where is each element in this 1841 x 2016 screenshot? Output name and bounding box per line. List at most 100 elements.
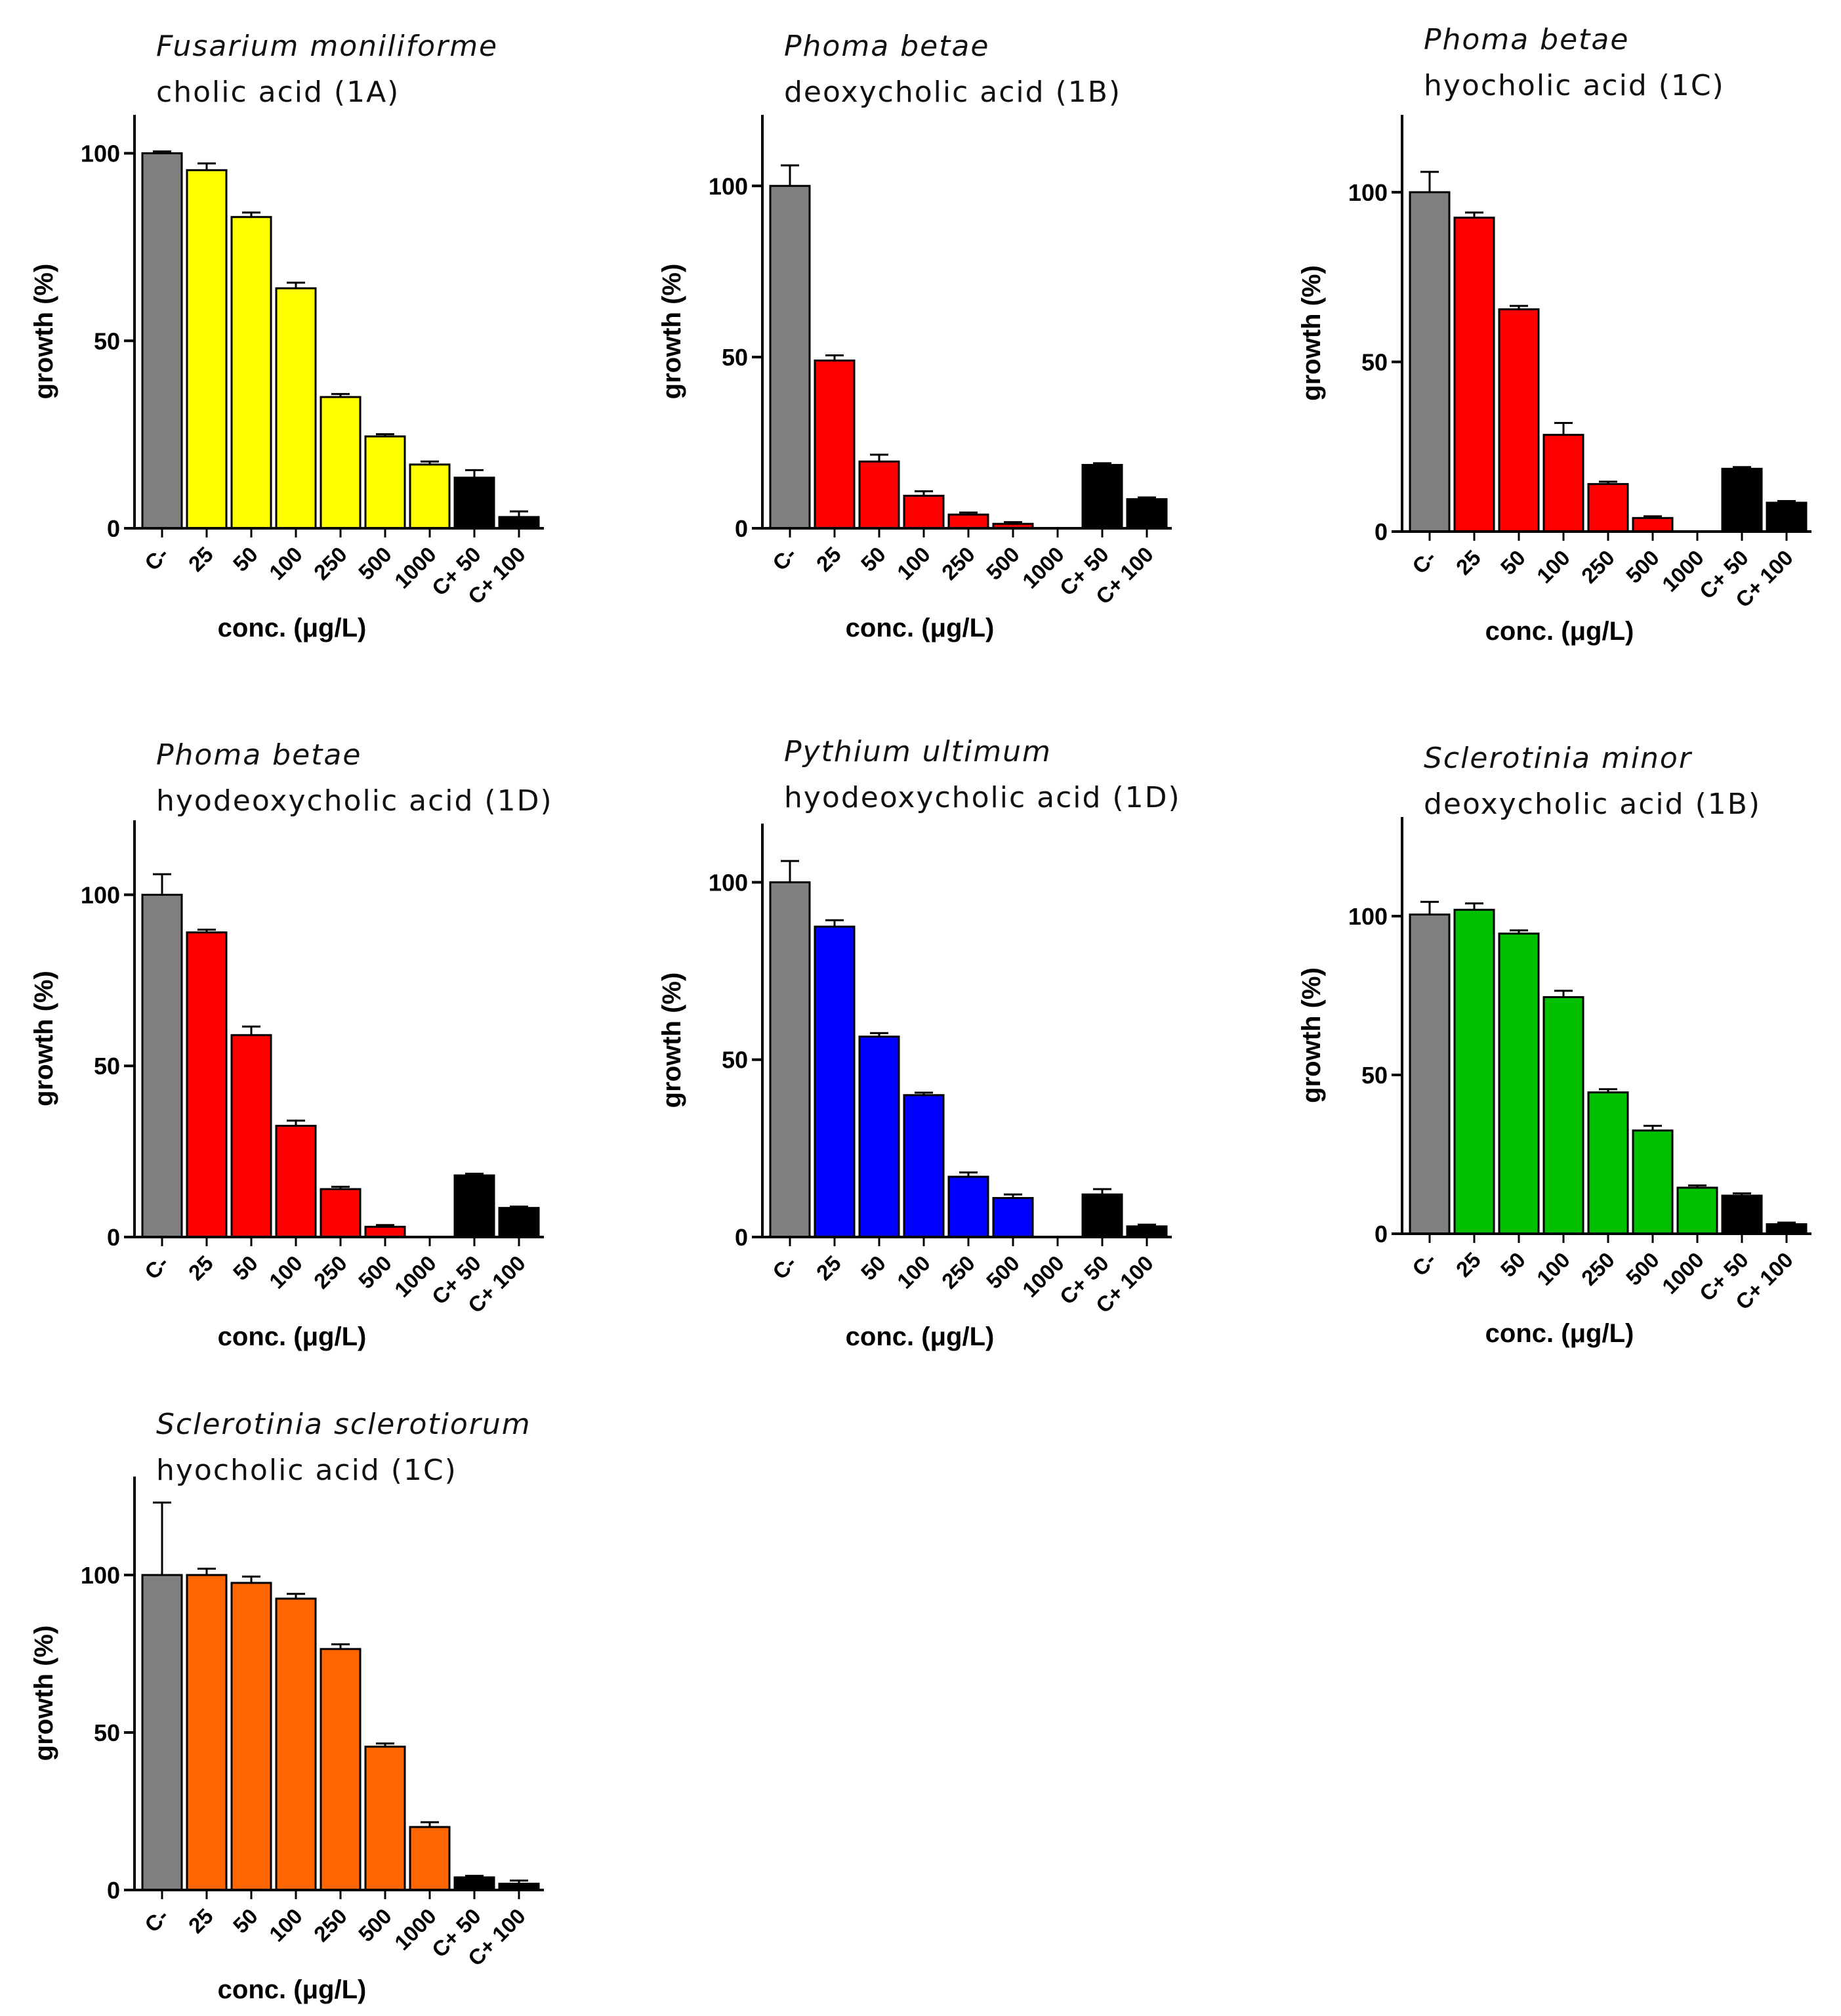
y-tick-label: 0 <box>1375 1221 1388 1248</box>
x-tick-label: C- <box>768 1251 801 1284</box>
y-tick-label: 50 <box>1361 1062 1388 1089</box>
bar-25 <box>186 1574 228 1891</box>
bar-250 <box>1587 483 1629 533</box>
chart-title-species: Fusarium moniliforme <box>156 30 498 63</box>
bar-50 <box>230 1582 272 1891</box>
y-axis-label: growth (%) <box>30 971 58 1106</box>
bar-500 <box>364 1225 406 1238</box>
x-tick-label: 50 <box>228 542 262 576</box>
x-tick-label: 100 <box>264 1251 307 1293</box>
chart-title-species: Sclerotinia minor <box>1424 742 1693 775</box>
chart-panel-6: Sclerotinia minor deoxycholic acid (1B) C-… <box>1297 742 1811 1348</box>
chart-title-species: Phoma betae <box>784 30 989 63</box>
x-tick-label: 500 <box>354 1251 396 1293</box>
bar-C+-50 <box>453 1174 495 1238</box>
x-tick-label: 500 <box>982 1251 1024 1293</box>
chart-title-species: Phoma betae <box>1424 23 1629 56</box>
y-tick-label: 100 <box>709 173 748 200</box>
x-tick-label: 50 <box>1496 1248 1530 1282</box>
x-tick-label: 500 <box>1621 1248 1664 1290</box>
x-tick-label: 25 <box>184 1251 218 1285</box>
bar-C+-100 <box>1126 1225 1168 1238</box>
bar-C+-100 <box>1766 501 1808 533</box>
x-axis-label: conc. (μg/L) <box>218 1322 367 1351</box>
bar-25 <box>814 925 856 1238</box>
bar-C- <box>1409 191 1451 533</box>
y-tick-label: 50 <box>94 1053 120 1080</box>
x-tick-label: 100 <box>1532 545 1575 588</box>
bar-50 <box>858 460 900 530</box>
y-tick-label: 100 <box>709 869 748 896</box>
x-tick-label: 25 <box>1451 545 1485 579</box>
chart-panel-7: Sclerotinia sclerotiorum hyocholic acid (… <box>30 1408 544 2004</box>
bar-C+-100 <box>1126 498 1168 530</box>
bar-100 <box>1542 434 1584 533</box>
bar-50 <box>1498 308 1540 533</box>
y-tick-label: 0 <box>1375 518 1388 545</box>
bar-250 <box>320 1648 362 1891</box>
bar-1000 <box>1676 1186 1718 1235</box>
bar-25 <box>186 931 228 1238</box>
x-tick-label: 250 <box>309 1251 352 1293</box>
y-tick-label: 0 <box>107 1877 120 1904</box>
x-tick-label: 25 <box>184 1904 218 1938</box>
chart-title-acid: hyodeoxycholic acid (1D) <box>784 781 1181 814</box>
x-tick-label: 500 <box>354 1904 396 1946</box>
x-tick-label: 250 <box>309 542 352 585</box>
chart-title-species: Sclerotinia sclerotiorum <box>156 1408 531 1441</box>
bar-25 <box>1453 908 1495 1235</box>
y-axis-label: growth (%) <box>30 1626 58 1761</box>
x-tick-label: 250 <box>1577 545 1619 588</box>
x-tick-label: 25 <box>812 542 846 576</box>
x-tick-label: 25 <box>1451 1248 1485 1282</box>
y-tick-label: 50 <box>94 327 120 354</box>
bar-C+-100 <box>498 516 540 530</box>
bar-100 <box>275 287 317 530</box>
x-tick-label: C- <box>140 1904 173 1937</box>
bar-50 <box>230 216 272 530</box>
bar-50 <box>230 1034 272 1238</box>
x-tick-label: 500 <box>1621 545 1664 588</box>
chart-title-acid: deoxycholic acid (1B) <box>784 75 1121 109</box>
x-tick-label: 100 <box>1532 1248 1575 1290</box>
x-axis-label: conc. (μg/L) <box>218 614 367 642</box>
y-tick-label: 50 <box>722 1047 748 1074</box>
y-axis-label: growth (%) <box>1297 265 1326 401</box>
x-axis-label: conc. (μg/L) <box>1485 1319 1634 1348</box>
y-tick-label: 50 <box>1361 348 1388 375</box>
bar-250 <box>1587 1091 1629 1235</box>
chart-title-species: Pythium ultimum <box>784 735 1052 768</box>
bar-50 <box>1498 933 1540 1235</box>
bar-25 <box>1453 217 1495 533</box>
bar-C+-50 <box>1721 467 1763 533</box>
bar-C- <box>141 893 183 1238</box>
x-tick-label: 500 <box>354 542 396 585</box>
x-tick-label: 100 <box>892 542 935 585</box>
x-tick-label: 250 <box>1577 1248 1619 1290</box>
x-tick-label: 100 <box>892 1251 935 1293</box>
y-tick-label: 100 <box>1348 903 1388 930</box>
chart-title-acid: deoxycholic acid (1B) <box>1424 788 1761 821</box>
y-tick-label: 0 <box>107 1224 120 1251</box>
bar-25 <box>186 169 228 530</box>
y-tick-label: 0 <box>735 1224 748 1251</box>
x-axis-label: conc. (μg/L) <box>846 614 995 642</box>
bar-50 <box>858 1036 900 1238</box>
x-tick-label: 25 <box>812 1251 846 1285</box>
y-axis-label: growth (%) <box>1297 967 1326 1103</box>
y-tick-label: 50 <box>722 344 748 371</box>
bar-100 <box>275 1124 317 1238</box>
x-tick-label: C- <box>1407 1248 1441 1281</box>
x-tick-label: C- <box>140 542 173 576</box>
bar-C+-50 <box>453 476 495 530</box>
bar-100 <box>903 494 945 530</box>
chart-panel-1: Fusarium moniliforme cholic acid (1A) C- 25… <box>30 30 544 642</box>
bar-250 <box>947 1175 989 1238</box>
x-tick-label: 50 <box>856 1251 890 1285</box>
bar-C- <box>1409 914 1451 1235</box>
y-tick-label: 100 <box>81 881 120 908</box>
x-tick-label: C- <box>1407 545 1441 579</box>
x-tick-label: 250 <box>309 1904 352 1946</box>
